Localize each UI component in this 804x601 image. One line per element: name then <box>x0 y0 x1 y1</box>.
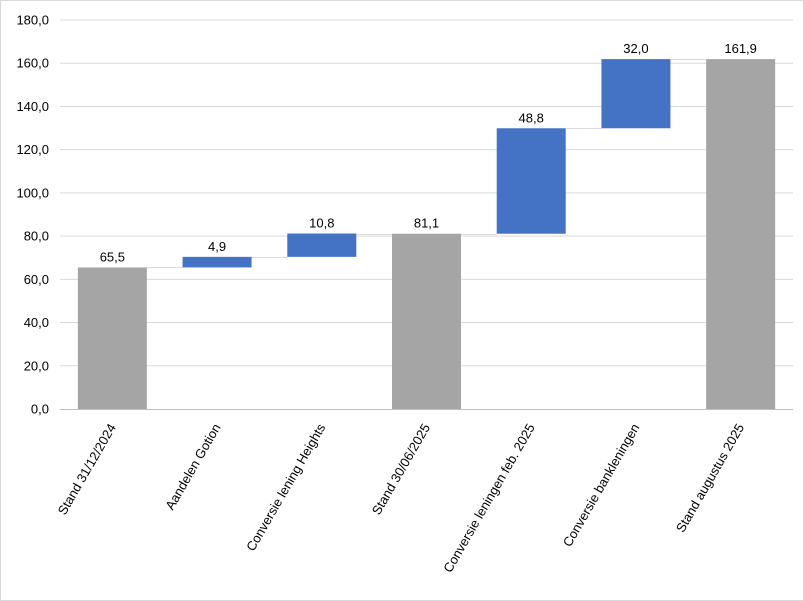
gridlines <box>60 19 793 367</box>
data-label: 48,8 <box>519 110 544 125</box>
data-label: 65,5 <box>100 249 125 264</box>
y-tick-label: 0,0 <box>31 402 49 417</box>
axes: 0,0 20,0 40,0 60,0 80,0 100,0 120,0 140,0 160,0 1… <box>16 13 793 417</box>
y-tick-label: 160,0 <box>16 56 49 71</box>
increase-bar <box>182 256 252 268</box>
x-category-label: Aandelen Gotion <box>162 421 223 512</box>
y-tick-label: 20,0 <box>24 358 49 373</box>
connectors <box>146 59 707 268</box>
x-category-label: Stand augustus 2025 <box>673 421 747 535</box>
x-category-label: Conversie leningen feb. 2025 <box>440 421 538 575</box>
x-category-label: Conversie bankleningen <box>560 421 643 549</box>
increase-bar <box>496 128 566 234</box>
y-tick-label: 60,0 <box>24 272 49 287</box>
increase-bar <box>601 59 671 129</box>
data-label: 10,8 <box>309 216 334 231</box>
total-bar <box>392 233 461 409</box>
y-tick-label: 40,0 <box>24 315 49 330</box>
y-tick-label: 80,0 <box>24 229 49 244</box>
total-bar <box>77 267 147 409</box>
y-tick-label: 140,0 <box>16 99 49 114</box>
y-tick-label: 100,0 <box>16 185 49 200</box>
data-label: 161,9 <box>724 41 757 56</box>
total-bar <box>706 59 776 409</box>
x-category-label: Stand 30/06/2025 <box>369 421 433 517</box>
data-label: 4,9 <box>208 239 226 254</box>
data-label: 81,1 <box>414 216 439 231</box>
data-label: 32,0 <box>623 41 648 56</box>
increase-bar <box>287 233 357 257</box>
bars <box>77 59 776 409</box>
x-category-label: Stand 31/12/2024 <box>55 421 119 517</box>
y-tick-label: 180,0 <box>16 13 49 28</box>
x-category-label: Conversie lening Heights <box>243 421 329 554</box>
y-tick-label: 120,0 <box>16 142 49 157</box>
